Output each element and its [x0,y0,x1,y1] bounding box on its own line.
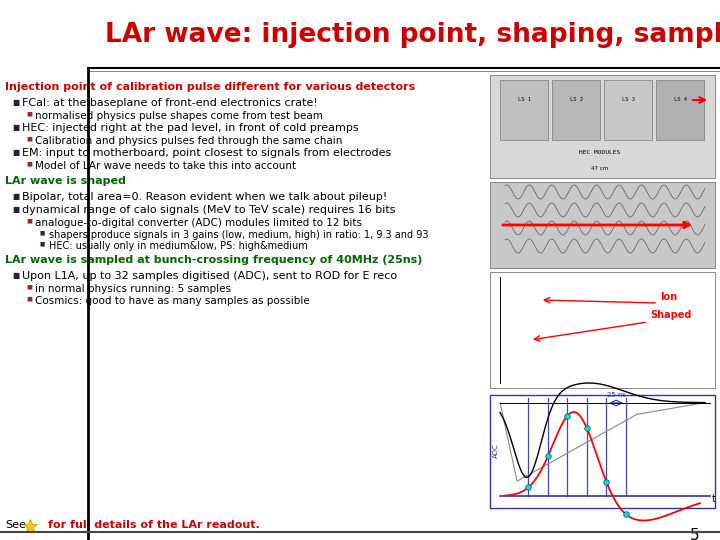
Text: LS 3: LS 3 [621,98,634,103]
Text: FCal: at the baseplane of front-end electronics crate!: FCal: at the baseplane of front-end elec… [22,98,318,108]
Text: Shaped: Shaped [650,310,691,320]
Text: LS 2: LS 2 [570,98,582,103]
Text: Bipolar, total area=0. Reason evident when we talk about pileup!: Bipolar, total area=0. Reason evident wh… [22,192,387,202]
FancyBboxPatch shape [490,272,715,388]
Text: ■: ■ [26,218,32,223]
Text: HEC: usually only in medium&low, PS: high&medium: HEC: usually only in medium&low, PS: hig… [49,241,307,251]
Text: ■: ■ [12,148,19,157]
Text: Injection point of calibration pulse different for various detectors: Injection point of calibration pulse dif… [5,82,415,92]
Text: in normal physics running: 5 samples: in normal physics running: 5 samples [35,284,231,294]
Text: analogue-to-digital converter (ADC) modules limited to 12 bits: analogue-to-digital converter (ADC) modu… [35,218,362,228]
Text: LAr wave: injection point, shaping, sampling: LAr wave: injection point, shaping, samp… [105,22,720,48]
Text: Calibration and physics pulses fed through the same chain: Calibration and physics pulses fed throu… [35,136,343,146]
Text: ■: ■ [12,192,19,201]
Text: ■: ■ [40,241,45,246]
Text: See: See [5,520,26,530]
Text: ■: ■ [26,136,32,141]
FancyBboxPatch shape [656,80,704,140]
FancyBboxPatch shape [604,80,652,140]
Text: shapers produce signals in 3 gains (low, medium, high) in ratio: 1, 9.3 and 93: shapers produce signals in 3 gains (low,… [49,230,428,240]
Text: Cosmics: good to have as many samples as possible: Cosmics: good to have as many samples as… [35,296,310,306]
FancyBboxPatch shape [490,75,715,178]
Text: LAr wave is sampled at bunch-crossing frequency of 40MHz (25ns): LAr wave is sampled at bunch-crossing fr… [5,255,423,265]
Text: 5: 5 [690,528,700,540]
FancyBboxPatch shape [552,80,600,140]
Text: Ion: Ion [660,292,677,302]
FancyBboxPatch shape [500,80,548,140]
Text: ■: ■ [12,98,19,107]
Text: ■: ■ [26,284,32,289]
Text: HEC: injected right at the pad level, in front of cold preamps: HEC: injected right at the pad level, in… [22,123,359,133]
Text: Upon L1A, up to 32 samples digitised (ADC), sent to ROD for E reco: Upon L1A, up to 32 samples digitised (AD… [22,271,397,281]
FancyBboxPatch shape [490,182,715,268]
FancyBboxPatch shape [490,395,715,508]
Text: ADC: ADC [493,444,499,458]
Text: LAr wave is shaped: LAr wave is shaped [5,176,126,186]
Text: EM: input to motherboard, point closest to signals from electrodes: EM: input to motherboard, point closest … [22,148,391,158]
Text: ■: ■ [26,296,32,301]
Text: for full details of the LAr readout.: for full details of the LAr readout. [48,520,260,530]
Text: LS 1: LS 1 [518,98,531,103]
Text: t: t [712,494,716,504]
Text: ■: ■ [40,230,45,235]
Text: dynamical range of calo signals (MeV to TeV scale) requires 16 bits: dynamical range of calo signals (MeV to … [22,205,395,215]
Text: 25 ns: 25 ns [606,392,626,397]
Text: ■: ■ [12,123,19,132]
Text: 47 cm: 47 cm [591,165,608,171]
Text: normalised physics pulse shapes come from test beam: normalised physics pulse shapes come fro… [35,111,323,121]
Text: ■: ■ [26,161,32,166]
Text: ■: ■ [26,111,32,116]
Text: HEC MODULES: HEC MODULES [580,150,621,154]
Text: ■: ■ [12,271,19,280]
Text: ■: ■ [12,205,19,214]
Text: LS 4: LS 4 [673,98,686,103]
Text: Model of LAr wave needs to take this into account: Model of LAr wave needs to take this int… [35,161,296,171]
